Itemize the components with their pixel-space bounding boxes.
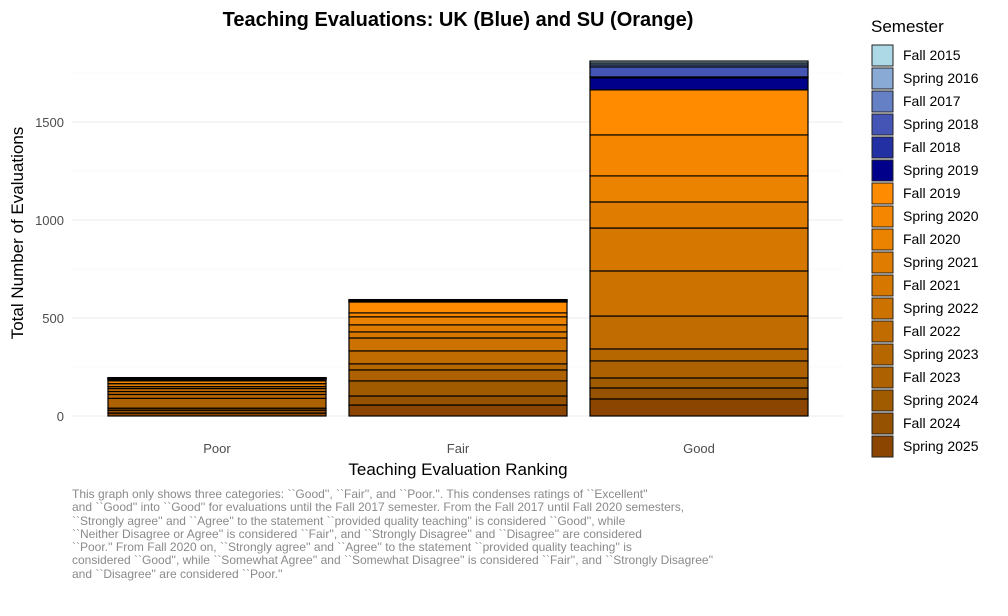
legend-swatch	[871, 366, 894, 389]
x-tick-label: Good	[683, 441, 715, 456]
caption-line: and ``Good'' into ``Good'' for evaluatio…	[72, 500, 685, 515]
caption: This graph only shows three categories: …	[72, 487, 714, 581]
y-tick-label: 500	[42, 311, 64, 326]
legend-label: Spring 2016	[903, 70, 979, 86]
legend-label: Spring 2020	[903, 208, 979, 224]
y-tick-label: 1000	[35, 213, 64, 228]
bar-segment	[589, 315, 809, 350]
x-axis-label: Teaching Evaluation Ranking	[348, 460, 567, 479]
bar-segment	[348, 301, 568, 314]
legend-title: Semester	[871, 17, 944, 36]
bar-segment	[107, 376, 327, 379]
legend-label: Fall 2022	[903, 323, 961, 339]
legend-swatch	[871, 113, 894, 136]
y-tick-label: 1500	[35, 115, 64, 130]
legend-swatch	[871, 412, 894, 435]
caption-line: ``Poor.'' From Fall 2020 on, ``Strongly …	[72, 540, 632, 555]
bar-segment	[348, 380, 568, 397]
bar-segment	[348, 337, 568, 352]
chart-title: Teaching Evaluations: UK (Blue) and SU (…	[223, 9, 694, 31]
legend-label: Spring 2022	[903, 300, 979, 316]
legend-swatch	[871, 343, 894, 366]
legend-label: Fall 2015	[903, 47, 961, 63]
bar-segment	[348, 316, 568, 326]
legend-swatch	[871, 44, 894, 67]
caption-line: ``Neither Disagree or Agree'' is conside…	[72, 526, 642, 541]
bar-segment	[589, 398, 809, 417]
caption-line: This graph only shows three categories: …	[72, 487, 648, 501]
legend-swatch	[871, 251, 894, 274]
bar-segment	[589, 227, 809, 272]
legend-swatch	[871, 159, 894, 182]
legend-label: Fall 2018	[903, 139, 961, 155]
legend-swatch	[871, 435, 894, 458]
legend-label: Fall 2019	[903, 185, 961, 201]
legend-label: Fall 2023	[903, 369, 961, 385]
bar-segment	[589, 77, 809, 91]
legend-label: Spring 2024	[903, 392, 979, 408]
y-tick-label: 0	[57, 409, 64, 424]
bar-segment	[589, 201, 809, 229]
caption-line: and ``Disagree'' are considered ``Poor.'…	[72, 566, 283, 581]
legend-swatch	[871, 297, 894, 320]
legend-label: Fall 2020	[903, 231, 961, 247]
y-axis-label: Total Number of Evaluations	[8, 127, 27, 340]
bar-segment	[348, 331, 568, 339]
legend-label: Spring 2023	[903, 346, 979, 362]
bar-segment	[589, 270, 809, 317]
legend-swatch	[871, 320, 894, 343]
legend-label: Spring 2019	[903, 162, 979, 178]
bar-segment	[348, 395, 568, 406]
legend-swatch	[871, 182, 894, 205]
bar-segment	[589, 360, 809, 379]
legend-label: Fall 2017	[903, 93, 961, 109]
legend-swatch	[871, 228, 894, 251]
legend-swatch	[871, 205, 894, 228]
legend-label: Fall 2021	[903, 277, 961, 293]
bar-segment	[589, 134, 809, 177]
legend-label: Spring 2021	[903, 254, 979, 270]
bar-segment	[348, 404, 568, 417]
bar-segment	[589, 175, 809, 203]
legend-swatch	[871, 67, 894, 90]
legend-label: Spring 2018	[903, 116, 979, 132]
x-tick-label: Poor	[203, 441, 231, 456]
legend-swatch	[871, 136, 894, 159]
bar-segment	[348, 369, 568, 382]
bar-segment	[589, 377, 809, 389]
caption-line: considered ``Good'', while ``Somewhat Ag…	[72, 553, 714, 568]
bar-segment	[589, 60, 809, 64]
bar-segment	[348, 324, 568, 333]
bar-segment	[348, 363, 568, 371]
legend-label: Spring 2025	[903, 438, 979, 454]
bar-segment	[589, 66, 809, 78]
legend-swatch	[871, 389, 894, 412]
bar-segment	[107, 397, 327, 409]
caption-line: ``Strongly agree'' and ``Agree'' to the …	[72, 513, 626, 528]
bar-segment	[589, 89, 809, 136]
bar-segment	[589, 348, 809, 362]
bar-segment	[348, 298, 568, 301]
bar-segment	[348, 350, 568, 365]
x-tick-label: Fair	[447, 441, 470, 456]
bar-segment	[589, 387, 809, 400]
legend-swatch	[871, 90, 894, 113]
legend-label: Fall 2024	[903, 415, 961, 431]
legend-swatch	[871, 274, 894, 297]
